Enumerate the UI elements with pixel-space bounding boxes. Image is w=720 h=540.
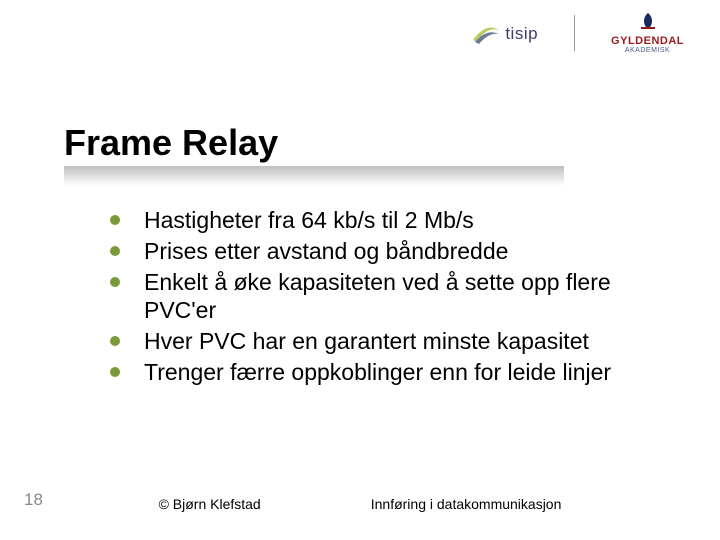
list-item: Enkelt å øke kapasiteten ved å sette opp… (110, 268, 672, 326)
list-item: Hver PVC har en garantert minste kapasit… (110, 327, 672, 356)
list-item: Hastigheter fra 64 kb/s til 2 Mb/s (110, 206, 672, 235)
footer-course: Innføring i datakommunikasjon (371, 496, 562, 512)
list-item: Prises etter avstand og båndbredde (110, 237, 672, 266)
gyldendal-sub: AKADEMISK (625, 47, 670, 54)
footer: © Bjørn Klefstad Innføring i datakommuni… (0, 496, 720, 512)
logo-divider (574, 15, 575, 51)
header-logos: tisip GYLDENDAL AKADEMISK (471, 12, 684, 54)
page-title: Frame Relay (64, 122, 680, 164)
title-area: Frame Relay (64, 122, 680, 164)
list-item: Trenger færre oppkoblinger enn for leide… (110, 358, 672, 387)
gyldendal-icon (639, 12, 657, 34)
title-shadow (64, 166, 564, 186)
content-area: Hastigheter fra 64 kb/s til 2 Mb/s Prise… (110, 206, 672, 389)
tisip-name: tisip (505, 25, 538, 42)
gyldendal-name: GYLDENDAL (611, 36, 684, 47)
bullet-list: Hastigheter fra 64 kb/s til 2 Mb/s Prise… (110, 206, 672, 387)
logo-gyldendal: GYLDENDAL AKADEMISK (611, 12, 684, 54)
footer-copyright: © Bjørn Klefstad (159, 496, 261, 512)
logo-tisip: tisip (471, 18, 538, 48)
tisip-swoosh-icon (471, 18, 501, 48)
